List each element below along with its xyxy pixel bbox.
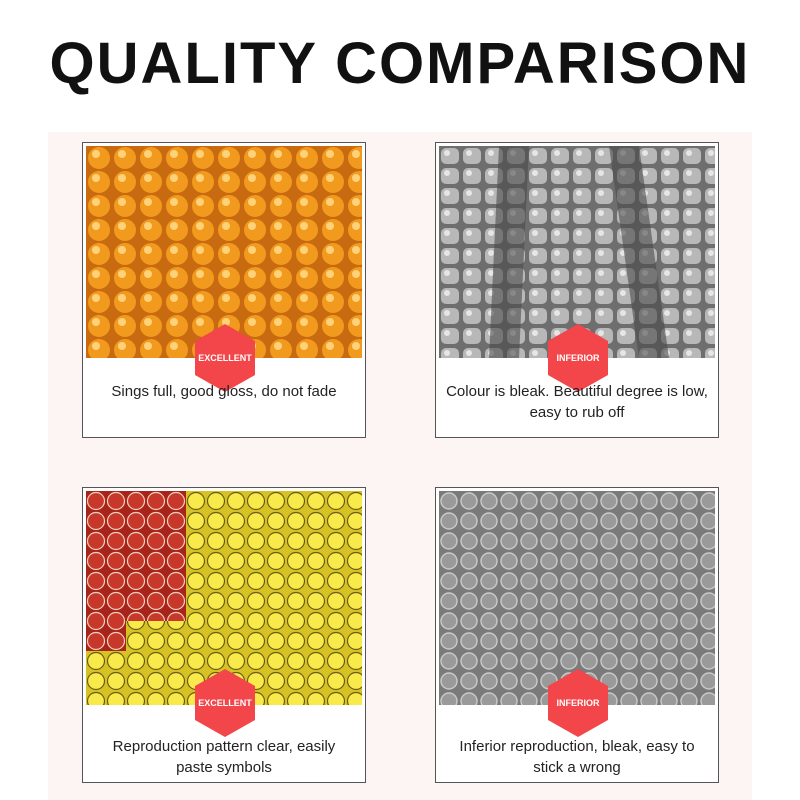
badge-label: INFERIOR: [556, 698, 600, 708]
badge-hexagon: [195, 324, 255, 392]
badge-hexagon: [548, 669, 608, 737]
badge-label: EXCELLENT: [198, 698, 252, 708]
badge: EXCELLENT: [195, 669, 255, 737]
badge-hexagon: [195, 669, 255, 737]
photo: [86, 146, 362, 358]
card: INFERIOR Inferior reproduction, bleak, ea…: [435, 487, 719, 783]
badge-hexagon: [548, 324, 608, 392]
photo: [439, 491, 715, 705]
card: INFERIOR Colour is bleak. Beautiful degre…: [435, 142, 719, 438]
dark-stripe: [489, 146, 669, 358]
card: EXCELLENT Reproduction pattern clear, eas…: [82, 487, 366, 783]
caption: Inferior reproduction, bleak, easy to st…: [459, 738, 695, 776]
badge-label: EXCELLENT: [198, 353, 252, 363]
beads: [86, 146, 362, 358]
photo: [439, 146, 715, 358]
card: EXCELLENT Sings full, good gloss, do not …: [82, 142, 366, 438]
caption: Sings full, good gloss, do not fade: [111, 383, 337, 400]
badge-label: INFERIOR: [556, 353, 600, 363]
beads: [439, 146, 715, 358]
caption: Colour is bleak. Beautiful degree is low…: [446, 383, 708, 421]
badge: INFERIOR: [548, 669, 608, 737]
badge: INFERIOR: [548, 324, 608, 392]
beads: [439, 491, 715, 705]
photo: [86, 491, 362, 705]
badge: EXCELLENT: [195, 324, 255, 392]
caption: Reproduction pattern clear, easily paste…: [112, 738, 336, 776]
title: QUALITY COMPARISON: [49, 31, 751, 96]
red-beads: [86, 491, 186, 651]
